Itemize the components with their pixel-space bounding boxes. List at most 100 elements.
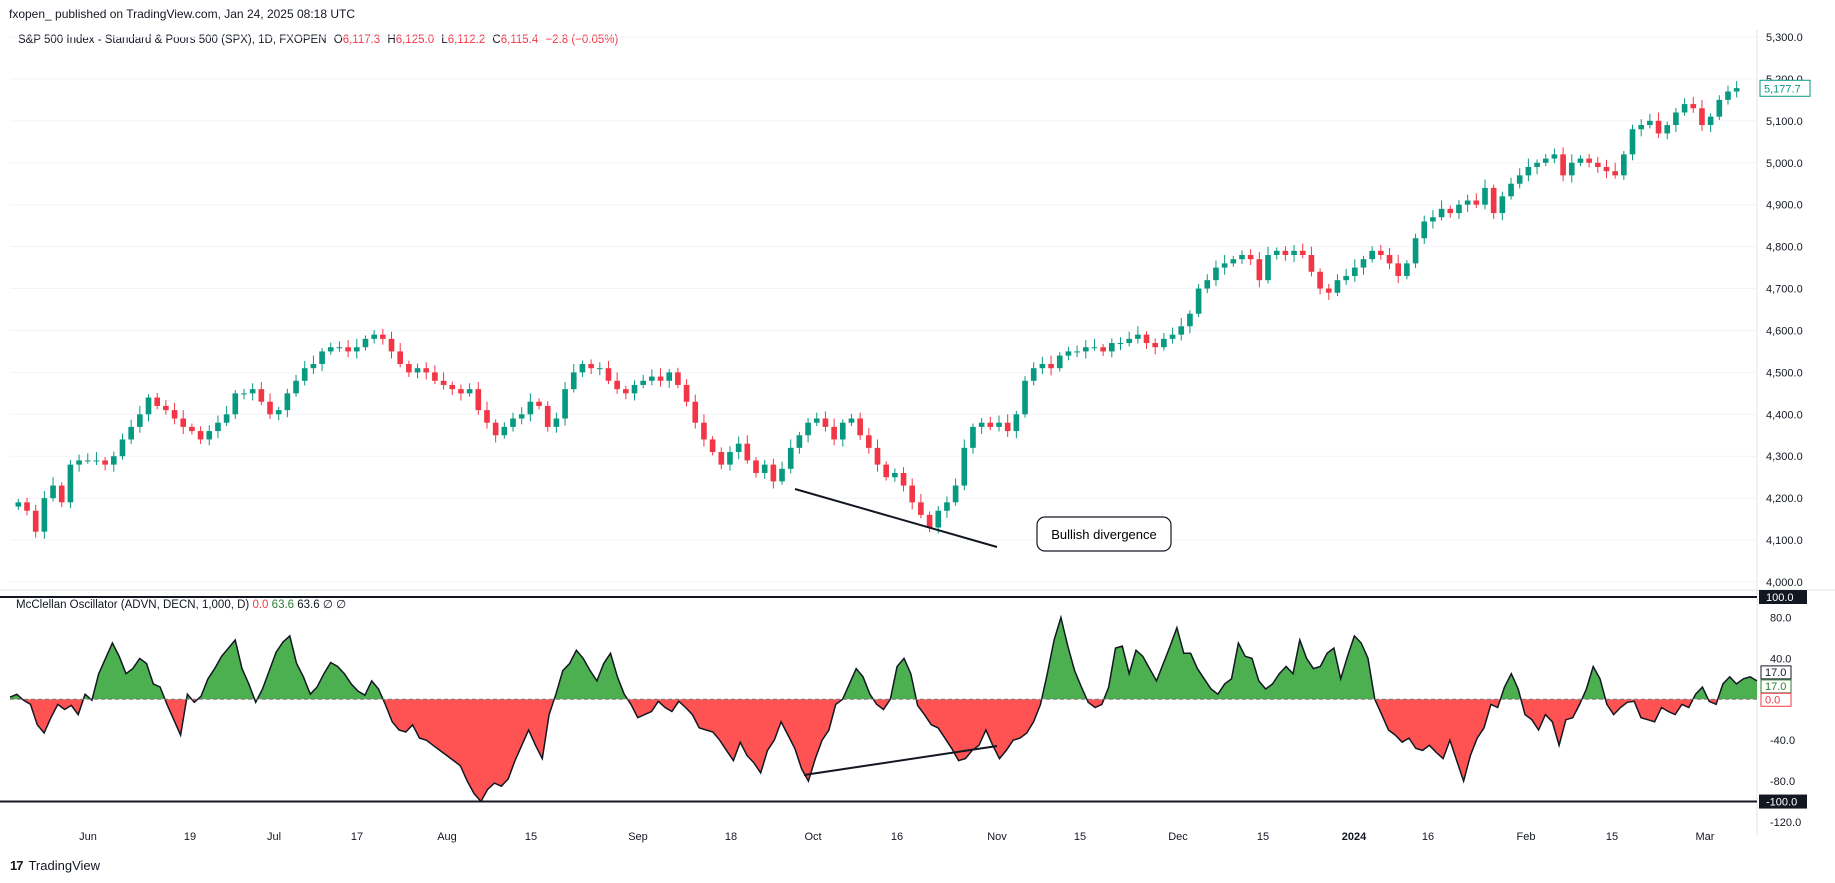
grid-lines — [0, 30, 1835, 835]
candle-body — [163, 405, 169, 411]
candle-body — [50, 485, 56, 499]
candle-body — [1395, 263, 1402, 276]
annotation-callout[interactable]: Bullish divergence — [1036, 516, 1172, 552]
candle-body — [570, 372, 577, 390]
candle-body — [145, 397, 152, 415]
candle-body — [180, 418, 187, 427]
candle-body — [1456, 204, 1462, 214]
candle-body — [397, 351, 404, 364]
candle-body — [41, 498, 48, 532]
candle-body — [787, 447, 794, 469]
candle-body — [1065, 351, 1072, 356]
oscillator-line — [9, 614, 1758, 803]
price-tick-label: 4,000.0 — [1766, 577, 1803, 589]
osc-value-2: 63.6 — [271, 599, 295, 611]
candle-body — [84, 460, 91, 462]
candle-body — [458, 389, 464, 394]
candle-body — [666, 372, 673, 381]
candle-body — [1239, 255, 1245, 260]
candle-body — [1647, 120, 1653, 126]
candle-body — [484, 410, 490, 423]
candle-body — [1473, 200, 1480, 205]
candle-body — [423, 368, 430, 373]
annotation-text: Bullish divergence — [1051, 527, 1157, 542]
candle-body — [926, 514, 933, 528]
candle-body — [241, 393, 247, 395]
candle-body — [1178, 326, 1185, 335]
level-tag-label: 100.0 — [1766, 592, 1794, 604]
x-tick-label: 19 — [184, 831, 196, 843]
candle-body — [614, 380, 620, 390]
candle-body — [1733, 88, 1740, 92]
x-tick-label: Oct — [804, 831, 821, 843]
candle-body — [1369, 250, 1375, 260]
candle-body — [510, 418, 516, 427]
candle-body — [978, 422, 985, 427]
candle-body — [1386, 255, 1393, 264]
candle-body — [1135, 334, 1141, 339]
tradingview-footer[interactable]: 17 TradingView — [10, 858, 100, 873]
candle-body — [492, 422, 499, 436]
candle-body — [1282, 250, 1289, 255]
candle-body — [1603, 166, 1610, 172]
x-tick-label: 17 — [351, 831, 363, 843]
open-label: O — [333, 34, 343, 46]
x-tick-label: Mar — [1696, 831, 1715, 843]
price-tick-label: 5,000.0 — [1766, 158, 1803, 170]
candle-body — [128, 426, 134, 440]
candle-body — [258, 389, 265, 402]
candle-body — [1004, 422, 1011, 432]
candle-body — [596, 368, 603, 370]
candle-body — [866, 435, 872, 448]
price-tick-label: 5,300.0 — [1766, 32, 1803, 44]
candle-body — [883, 464, 889, 478]
candle-body — [1560, 154, 1566, 176]
candle-body — [631, 384, 638, 394]
price-tick-label: 4,800.0 — [1766, 242, 1803, 254]
candle-body — [1430, 217, 1436, 222]
x-tick-label: Nov — [987, 831, 1007, 843]
candle-body — [310, 364, 317, 369]
candle-body — [909, 485, 916, 503]
candle-body — [1516, 175, 1523, 184]
chart-canvas[interactable]: 5,300.05,200.05,100.05,000.04,900.04,800… — [0, 0, 1835, 855]
x-tick-label: 16 — [891, 831, 903, 843]
candle-body — [996, 422, 1002, 427]
candle-body — [1525, 166, 1532, 176]
price-divergence-line[interactable] — [794, 488, 998, 548]
candle-body — [1499, 196, 1506, 214]
x-tick-label: 16 — [1422, 831, 1434, 843]
candle-body — [345, 347, 351, 352]
price-tick-label: 4,700.0 — [1766, 284, 1803, 296]
oscillator-legend[interactable]: McClellan Oscillator (ADVN, DECN, 1,000,… — [16, 597, 346, 611]
candle-body — [1091, 347, 1098, 349]
axes: 5,300.05,200.05,100.05,000.04,900.04,800… — [79, 32, 1811, 843]
candle-body — [15, 502, 22, 507]
candle-body — [110, 456, 117, 465]
candle-body — [1074, 351, 1080, 353]
candle-body — [1161, 338, 1167, 348]
osc-value-3: 63.6 — [297, 599, 320, 611]
low-label: L — [441, 34, 448, 46]
candle-body — [1690, 104, 1697, 109]
candle-body — [1221, 263, 1228, 268]
zero-tag-label: 0.0 — [1765, 694, 1780, 706]
candle-body — [649, 376, 655, 381]
tradingview-logo-icon: 17 — [10, 858, 24, 873]
x-tick-label: 15 — [1074, 831, 1086, 843]
candle-body — [1612, 171, 1618, 176]
candle-body — [1447, 208, 1454, 214]
candle-body — [102, 460, 108, 465]
candle-body — [1412, 238, 1419, 264]
close-label: C — [492, 34, 501, 46]
candle-body — [189, 426, 195, 432]
candle-body — [119, 439, 126, 457]
price-tick-label: 5,100.0 — [1766, 116, 1803, 128]
candle-body — [1404, 263, 1410, 276]
candle-body — [1621, 154, 1627, 176]
oscillator-divergence-line[interactable] — [803, 745, 998, 776]
candle-body — [683, 384, 690, 402]
candle-body — [779, 468, 785, 482]
candle-body — [336, 347, 343, 349]
candle-body — [761, 464, 768, 473]
